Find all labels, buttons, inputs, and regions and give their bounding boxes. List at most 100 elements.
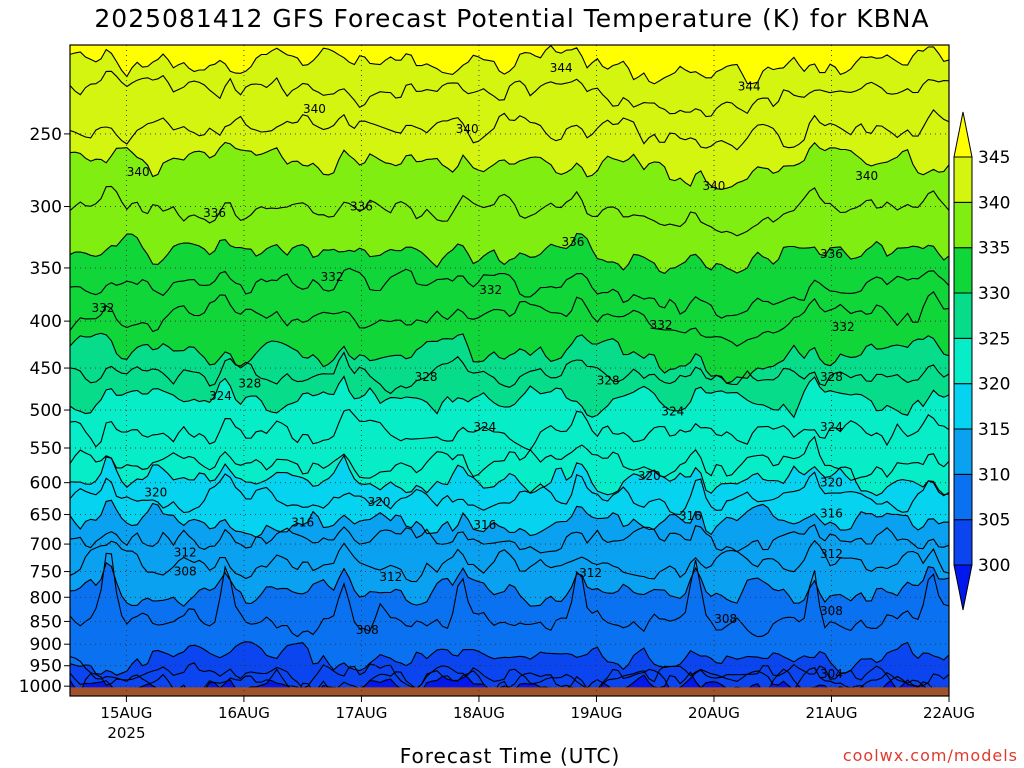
contour-label: 324 — [661, 405, 684, 419]
contour-label: 324 — [473, 420, 496, 434]
contour-344 — [70, 70, 949, 118]
contour-330 — [70, 332, 949, 384]
ground-fill — [70, 687, 949, 696]
colorbar-bin — [953, 383, 973, 430]
contour-label: 312 — [579, 566, 602, 580]
x-axis: 15AUG 2025 16AUG 17AUG 18AUG 19AUG 20AUG 21AUG 2… — [100, 696, 975, 742]
contour-326 — [70, 375, 949, 419]
colorbar-bin — [953, 201, 973, 249]
contour-label: 336 — [350, 200, 373, 214]
contour-318 — [70, 471, 949, 516]
x-tick-label: 18AUG — [453, 704, 505, 722]
y-tick-label: 350 — [30, 259, 62, 279]
contour-label: 316 — [679, 509, 702, 523]
contour-label: 308 — [356, 623, 379, 637]
colorbar-bin — [953, 337, 973, 385]
colorbar-tick-label: 320 — [978, 375, 1010, 395]
contour-label: 340 — [303, 102, 326, 116]
x-tick-label: 21AUG — [806, 704, 858, 722]
colorbar-over-triangle — [953, 111, 973, 158]
y-tick-label: 850 — [30, 612, 62, 632]
contour-label: 324 — [820, 420, 843, 434]
contour-314 — [70, 523, 949, 554]
colorbar-tick-label: 330 — [978, 284, 1010, 304]
contour-316 — [70, 499, 949, 538]
contour-label: 328 — [597, 373, 620, 387]
isentrope-contours — [70, 45, 949, 696]
contour-label: 340 — [456, 122, 479, 136]
theta-color-fill — [70, 45, 949, 696]
y-tick-label: 800 — [30, 588, 62, 608]
contour-label: 340 — [127, 165, 150, 179]
chart-title: 2025081412 GFS Forecast Potential Temper… — [94, 4, 930, 33]
x-tick-label: 22AUG — [923, 704, 975, 722]
contour-label: 320 — [820, 476, 843, 490]
colorbar-bin — [953, 247, 973, 294]
contour-label: 328 — [820, 370, 843, 384]
x-tick-label: 19AUG — [570, 704, 622, 722]
y-tick-label: 1000 — [19, 677, 62, 697]
y-tick-label: 450 — [30, 359, 62, 379]
colorbar-tick-label: 300 — [978, 556, 1010, 576]
contour-336 — [70, 232, 949, 275]
y-tick-label: 250 — [30, 125, 62, 145]
source-credit: coolwx.com/models — [842, 746, 1018, 765]
contour-312 — [70, 539, 949, 583]
colorbar-bin — [953, 473, 973, 521]
contour-label: 312 — [379, 570, 402, 584]
contour-label: 340 — [855, 169, 878, 183]
y-tick-label: 650 — [30, 506, 62, 526]
y-tick-label: 600 — [30, 474, 62, 494]
contour-label: 320 — [368, 495, 391, 509]
contour-label: 316 — [473, 518, 496, 532]
colorbar-tick-label: 305 — [978, 511, 1010, 531]
contour-label: 332 — [479, 283, 502, 297]
contour-label: 344 — [738, 80, 761, 94]
contour-338 — [70, 185, 949, 237]
contour-label: 332 — [321, 270, 344, 284]
contour-328 — [70, 351, 949, 395]
contour-label: 332 — [832, 320, 855, 334]
colorbar-bin — [953, 292, 973, 339]
contour-label: 304 — [820, 667, 843, 681]
colorbar-tick-label: 325 — [978, 329, 1010, 349]
x-tick-label: 17AUG — [335, 704, 387, 722]
contour-label: 336 — [203, 206, 226, 220]
contour-346 — [70, 45, 949, 85]
contour-306 — [70, 641, 949, 676]
y-tick-label: 950 — [30, 657, 62, 677]
contour-label: 316 — [291, 515, 314, 529]
contour-label: 316 — [820, 506, 843, 520]
contour-label: 320 — [638, 469, 661, 483]
contour-label: 308 — [714, 612, 737, 626]
y-tick-label: 300 — [30, 198, 62, 218]
contour-label: 324 — [209, 389, 232, 403]
colorbar-bin — [953, 519, 973, 566]
contour-342 — [70, 109, 949, 151]
contour-308 — [70, 552, 949, 638]
colorbar-tick-label: 310 — [978, 465, 1010, 485]
y-tick-label: 750 — [30, 563, 62, 583]
contour-label: 328 — [415, 370, 438, 384]
y-tick-label: 550 — [30, 439, 62, 459]
contour-310 — [70, 561, 949, 607]
colorbar: 300 305 310 315 320 325 330 335 340 345 — [953, 111, 1010, 611]
contour-label: 312 — [820, 547, 843, 561]
contour-340 — [70, 141, 949, 190]
x-tick-label: 16AUG — [218, 704, 270, 722]
colorbar-tick-label: 315 — [978, 420, 1010, 440]
contour-label: 340 — [703, 179, 726, 193]
contour-label: 336 — [562, 235, 585, 249]
x-tick-label: 15AUG — [100, 704, 152, 722]
plot-frame — [69, 44, 950, 697]
contour-label: 308 — [174, 565, 197, 579]
y-tick-label: 900 — [30, 635, 62, 655]
colorbar-tick-label: 345 — [978, 148, 1010, 168]
contour-324 — [70, 408, 949, 451]
x-tick-label: 20AUG — [688, 704, 740, 722]
x-tick-sublabel: 2025 — [107, 724, 145, 742]
contour-labels: 344 344 340 340 340 340 340 336 336 336 336 332 332 3… — [91, 61, 878, 681]
contour-322 — [70, 435, 949, 482]
y-tick-label: 400 — [30, 312, 62, 332]
contour-label: 328 — [238, 377, 261, 391]
